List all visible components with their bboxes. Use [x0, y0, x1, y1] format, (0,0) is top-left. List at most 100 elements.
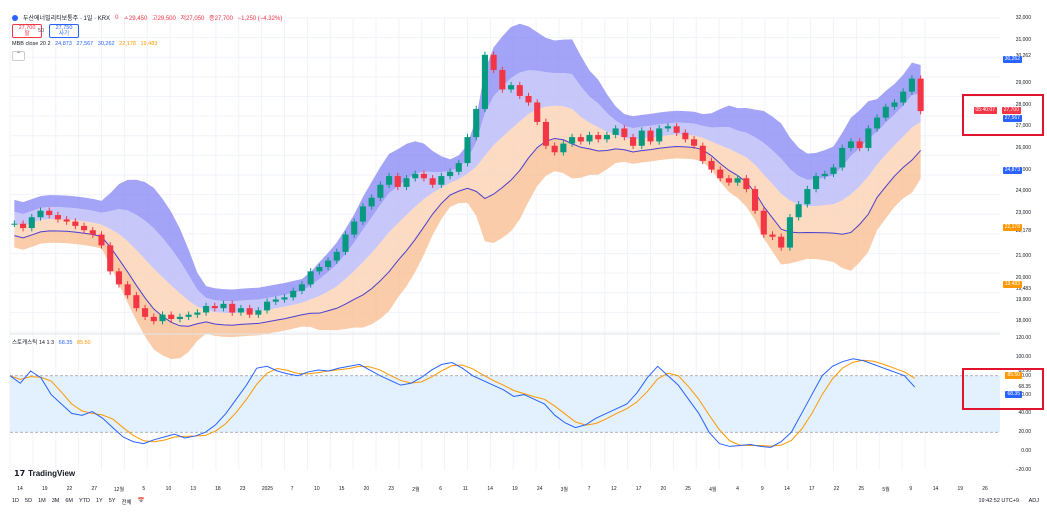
indicator-upper: 30,262 — [97, 41, 115, 47]
price-axis-label: 30,262 — [1015, 52, 1031, 59]
candle-body — [786, 217, 793, 248]
candle-body — [185, 314, 192, 317]
price-axis-label: 19,483 — [1015, 286, 1031, 293]
tf-1y[interactable]: 1Y — [95, 498, 103, 504]
candle-body — [630, 137, 637, 146]
time-axis-label: 12 — [611, 486, 617, 492]
candle-body — [481, 54, 488, 109]
tf-all[interactable]: 전체 — [121, 500, 132, 506]
buy-button[interactable]: 27,750 사기 — [49, 24, 79, 38]
tf-5d[interactable]: 5D — [25, 498, 33, 504]
candle-body — [673, 126, 680, 133]
time-axis-label: 25 — [685, 486, 691, 492]
calendar-icon[interactable]: 📅 — [137, 498, 145, 504]
candle-body — [168, 314, 175, 320]
time-axis-label: 11 — [462, 486, 468, 492]
tradingview-logo[interactable]: 𝟭𝟳 TradingView — [14, 469, 75, 478]
tf-1m[interactable]: 1M — [38, 498, 46, 504]
candle-body — [89, 230, 96, 235]
candle-body — [664, 126, 671, 129]
candle-body — [237, 308, 244, 313]
buy-label: 사기 — [58, 31, 70, 37]
candle-body — [638, 130, 645, 146]
candle-body — [542, 121, 549, 146]
candle-body — [804, 189, 811, 205]
candle-body — [124, 284, 131, 296]
time-axis-label: 18 — [215, 486, 221, 492]
collapse-chevron-icon[interactable]: ⌃ — [12, 51, 25, 61]
candle-body — [159, 314, 166, 322]
candle-body — [874, 117, 881, 129]
candle-body — [115, 271, 122, 285]
sell-label: 팔 — [24, 31, 30, 37]
tf-ytd[interactable]: YTD — [78, 498, 90, 504]
price-axis-label: 25,000 — [1015, 166, 1031, 173]
symbol-title[interactable]: 두산에너빌리티보통주 · 1일 · KRX — [23, 16, 111, 22]
candle-body — [176, 316, 183, 320]
symbol-header: 두산에너빌리티보통주 · 1일 · KRX 0 ㅅ29,450 고29,500 … — [12, 13, 285, 22]
candle-body — [760, 210, 767, 235]
candle-body — [20, 223, 27, 229]
candle-body — [28, 217, 35, 229]
candle-body — [813, 176, 820, 190]
candle-body — [621, 128, 628, 138]
candle-body — [725, 178, 732, 183]
candle-body — [220, 303, 227, 309]
upper-band-inner — [14, 70, 921, 314]
candle-body — [307, 271, 314, 285]
candle-body — [368, 197, 375, 207]
time-axis-label: 2025 — [261, 486, 273, 492]
tag-stoch-d: 85.50 — [1005, 372, 1022, 379]
time-axis-label: 20 — [660, 486, 667, 492]
adj-toggle[interactable]: ADJ — [1028, 498, 1039, 504]
candle-body — [359, 206, 366, 222]
candle-body — [821, 173, 828, 177]
candle-body — [377, 184, 384, 198]
candle-body — [229, 303, 236, 313]
time-axis-label: 5월 — [882, 487, 890, 493]
indicator-legend[interactable]: MBB close 20 2 24,873 27,567 30,262 22,1… — [12, 41, 160, 47]
tf-6m[interactable]: 6M — [65, 498, 73, 504]
candle-body — [795, 204, 802, 218]
time-axis-label: 5 — [142, 486, 146, 492]
change-badge: 0 — [115, 14, 119, 21]
time-axis-label: 27 — [91, 486, 97, 492]
time-axis-label: 23 — [239, 486, 246, 492]
candle-body — [63, 219, 70, 222]
sell-button[interactable]: 27,700 팔 — [12, 24, 42, 38]
highlight-box-price — [962, 94, 1044, 136]
candle-body — [586, 134, 593, 142]
candle-body — [490, 54, 497, 70]
time-axis-label: 3월 — [560, 487, 569, 493]
candle-body — [333, 251, 340, 261]
candle-body — [647, 130, 654, 142]
tf-5y[interactable]: 5Y — [108, 498, 116, 504]
candle-body — [551, 145, 558, 153]
candle-body — [656, 128, 663, 142]
candle-body — [412, 173, 419, 179]
time-axis-label: 7 — [587, 486, 591, 492]
tf-1d[interactable]: 1D — [12, 498, 20, 504]
candle-body — [717, 169, 724, 179]
candle-body — [891, 102, 898, 107]
time-axis-label: 13 — [190, 486, 196, 492]
ohlc-close: 종27,700 — [209, 16, 233, 22]
candle-body — [499, 69, 506, 90]
candle-body — [778, 236, 785, 248]
candle-body — [577, 137, 584, 142]
tf-3m[interactable]: 3M — [51, 498, 60, 504]
ohlc-open: ㅅ29,450 — [123, 16, 148, 22]
candle-body — [865, 128, 872, 148]
time-axis-label: 4월 — [709, 487, 717, 493]
candle-body — [900, 91, 907, 103]
price-axis-label: 23,000 — [1015, 209, 1031, 216]
buy-price: 27,750 — [55, 25, 73, 31]
candle-body — [394, 176, 401, 187]
stoch-axis-label: 40.00 — [1018, 410, 1031, 417]
clock[interactable]: 19:42:52 UTC+9 — [978, 498, 1019, 504]
candle-body — [847, 141, 854, 148]
indicator-basis: 27,567 — [76, 41, 94, 47]
indicator-name: MBB close 20 2 — [12, 41, 51, 47]
stoch-legend[interactable]: 스토캐스틱 14 1 3 68.35 85.50 — [12, 338, 94, 346]
